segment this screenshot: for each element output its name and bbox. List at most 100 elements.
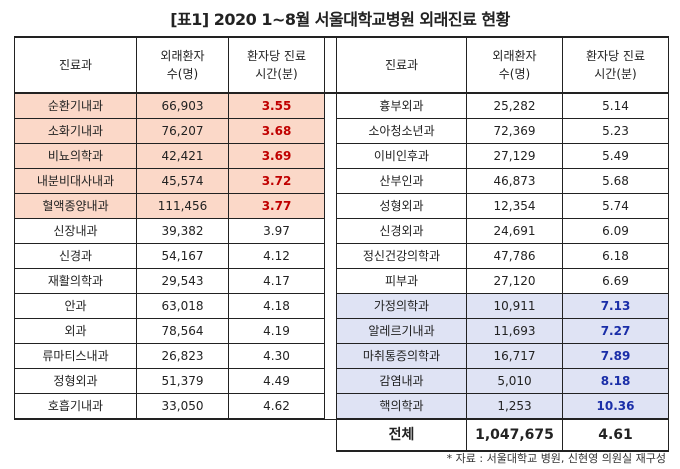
time-cell: 5.49 — [562, 143, 669, 169]
time-cell: 5.14 — [562, 92, 669, 119]
column-gap — [324, 343, 337, 369]
patients-cell: 63,018 — [136, 293, 229, 319]
time-cell: 4.62 — [228, 393, 325, 420]
column-gap — [324, 293, 337, 319]
time-cell: 6.09 — [562, 218, 669, 244]
patients-cell: 39,382 — [136, 218, 229, 244]
time-cell: 4.49 — [228, 368, 325, 394]
dept-cell: 외과 — [14, 318, 137, 344]
time-cell: 5.68 — [562, 168, 669, 194]
total-time: 4.61 — [562, 418, 669, 452]
total-label: 전체 — [336, 418, 467, 452]
dept-cell: 신장내과 — [14, 218, 137, 244]
column-gap — [324, 268, 337, 294]
header-dept-left: 진료과 — [14, 36, 137, 94]
column-gap — [324, 36, 337, 94]
time-cell: 4.12 — [228, 243, 325, 269]
patients-cell: 16,717 — [466, 343, 563, 369]
dept-cell: 가정의학과 — [336, 293, 467, 319]
dept-cell: 알레르기내과 — [336, 318, 467, 344]
patients-cell: 27,120 — [466, 268, 563, 294]
dept-cell: 정형외과 — [14, 368, 137, 394]
header-time-left: 환자당 진료 시간(분) — [228, 36, 325, 94]
time-cell: 4.30 — [228, 343, 325, 369]
column-gap — [324, 143, 337, 169]
patients-cell: 76,207 — [136, 118, 229, 144]
time-cell: 4.18 — [228, 293, 325, 319]
dept-cell: 핵의학과 — [336, 393, 467, 420]
dept-cell: 흉부외과 — [336, 92, 467, 119]
total-patients: 1,047,675 — [466, 418, 563, 452]
column-gap — [324, 193, 337, 219]
time-cell: 3.97 — [228, 218, 325, 244]
time-cell: 5.23 — [562, 118, 669, 144]
time-cell: 6.69 — [562, 268, 669, 294]
dept-cell: 소화기내과 — [14, 118, 137, 144]
time-cell: 4.17 — [228, 268, 325, 294]
dept-cell: 산부인과 — [336, 168, 467, 194]
dept-cell: 감염내과 — [336, 368, 467, 394]
patients-cell: 25,282 — [466, 92, 563, 119]
dept-cell: 신경외과 — [336, 218, 467, 244]
time-cell: 7.13 — [562, 293, 669, 319]
time-cell: 3.68 — [228, 118, 325, 144]
dept-cell: 성형외과 — [336, 193, 467, 219]
dept-cell: 소아청소년과 — [336, 118, 467, 144]
time-cell: 3.77 — [228, 193, 325, 219]
patients-cell: 11,693 — [466, 318, 563, 344]
total-spacer — [14, 418, 337, 451]
total-row: 전체 1,047,675 4.61 — [14, 418, 669, 452]
dept-cell: 혈액종양내과 — [14, 193, 137, 219]
source-note: * 자료 : 서울대학교 병원, 신현영 의원실 재구성 — [446, 452, 666, 465]
patients-cell: 5,010 — [466, 368, 563, 394]
header-patients-right: 외래환자 수(명) — [466, 36, 563, 94]
time-cell: 8.18 — [562, 368, 669, 394]
table-row: 신장내과 39,382 3.97 신경외과 24,691 6.09 — [14, 218, 669, 244]
header-patients-left: 외래환자 수(명) — [136, 36, 229, 94]
patients-cell: 24,691 — [466, 218, 563, 244]
time-cell: 3.55 — [228, 92, 325, 119]
table-row: 소화기내과 76,207 3.68 소아청소년과 72,369 5.23 — [14, 118, 669, 144]
patients-cell: 1,253 — [466, 393, 563, 420]
column-gap — [324, 368, 337, 394]
dept-cell: 순환기내과 — [14, 92, 137, 119]
time-cell: 3.72 — [228, 168, 325, 194]
dept-cell: 신경과 — [14, 243, 137, 269]
dept-cell: 호흡기내과 — [14, 393, 137, 420]
patients-cell: 66,903 — [136, 92, 229, 119]
dept-cell: 재활의학과 — [14, 268, 137, 294]
dept-cell: 류마티스내과 — [14, 343, 137, 369]
table-row: 순환기내과 66,903 3.55 흉부외과 25,282 5.14 — [14, 92, 669, 119]
dept-cell: 비뇨의학과 — [14, 143, 137, 169]
time-cell: 3.69 — [228, 143, 325, 169]
header-dept-right: 진료과 — [336, 36, 467, 94]
patients-cell: 12,354 — [466, 193, 563, 219]
dept-cell: 정신건강의학과 — [336, 243, 467, 269]
patients-cell: 29,543 — [136, 268, 229, 294]
dept-cell: 마취통증의학과 — [336, 343, 467, 369]
time-cell: 6.18 — [562, 243, 669, 269]
table-title: [표1] 2020 1~8월 서울대학교병원 외래진료 현황 — [170, 10, 510, 29]
table-row: 안과 63,018 4.18 가정의학과 10,911 7.13 — [14, 293, 669, 319]
patients-cell: 51,379 — [136, 368, 229, 394]
column-gap — [324, 318, 337, 344]
column-gap — [324, 243, 337, 269]
time-cell: 4.19 — [228, 318, 325, 344]
table-row: 내분비대사내과 45,574 3.72 산부인과 46,873 5.68 — [14, 168, 669, 194]
time-cell: 7.89 — [562, 343, 669, 369]
table-row: 재활의학과 29,543 4.17 피부과 27,120 6.69 — [14, 268, 669, 294]
patients-cell: 72,369 — [466, 118, 563, 144]
patients-cell: 10,911 — [466, 293, 563, 319]
time-cell: 5.74 — [562, 193, 669, 219]
patients-cell: 45,574 — [136, 168, 229, 194]
patients-cell: 42,421 — [136, 143, 229, 169]
table-row: 호흡기내과 33,050 4.62 핵의학과 1,253 10.36 — [14, 393, 669, 420]
outpatient-table: 진료과 외래환자 수(명) 환자당 진료 시간(분) 진료과 외래환자 수(명) 환자… — [14, 36, 669, 452]
table-row: 비뇨의학과 42,421 3.69 이비인후과 27,129 5.49 — [14, 143, 669, 169]
column-gap — [324, 393, 337, 419]
time-cell: 7.27 — [562, 318, 669, 344]
table-row: 외과 78,564 4.19 알레르기내과 11,693 7.27 — [14, 318, 669, 344]
patients-cell: 46,873 — [466, 168, 563, 194]
dept-cell: 피부과 — [336, 268, 467, 294]
dept-cell: 안과 — [14, 293, 137, 319]
